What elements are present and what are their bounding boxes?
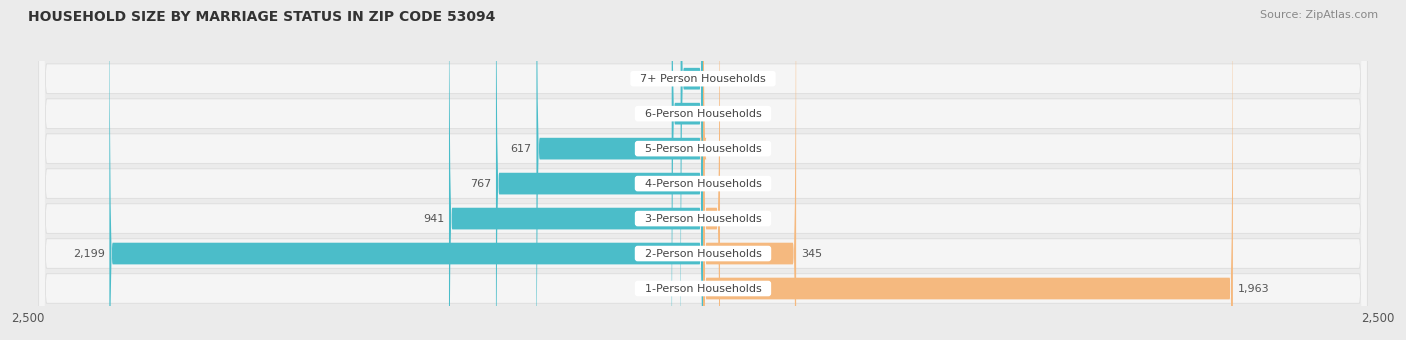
- FancyBboxPatch shape: [681, 0, 703, 340]
- FancyBboxPatch shape: [110, 0, 703, 340]
- Text: 941: 941: [423, 214, 444, 224]
- Text: 767: 767: [470, 178, 491, 189]
- Text: 3-Person Households: 3-Person Households: [638, 214, 768, 224]
- FancyBboxPatch shape: [38, 0, 1368, 340]
- Text: 5-Person Households: 5-Person Households: [638, 143, 768, 154]
- Text: HOUSEHOLD SIZE BY MARRIAGE STATUS IN ZIP CODE 53094: HOUSEHOLD SIZE BY MARRIAGE STATUS IN ZIP…: [28, 10, 495, 24]
- Text: 0: 0: [709, 109, 716, 119]
- FancyBboxPatch shape: [496, 0, 703, 340]
- FancyBboxPatch shape: [449, 0, 703, 340]
- Text: 83: 83: [662, 74, 676, 84]
- FancyBboxPatch shape: [703, 0, 720, 340]
- FancyBboxPatch shape: [38, 0, 1368, 340]
- Text: 0: 0: [709, 178, 716, 189]
- FancyBboxPatch shape: [39, 0, 1367, 340]
- Text: 2,199: 2,199: [73, 249, 104, 258]
- Text: 2-Person Households: 2-Person Households: [637, 249, 769, 258]
- Text: 345: 345: [801, 249, 823, 258]
- Text: 4-Person Households: 4-Person Households: [637, 178, 769, 189]
- FancyBboxPatch shape: [537, 0, 703, 340]
- FancyBboxPatch shape: [38, 0, 1368, 340]
- Text: Source: ZipAtlas.com: Source: ZipAtlas.com: [1260, 10, 1378, 20]
- FancyBboxPatch shape: [39, 0, 1367, 340]
- FancyBboxPatch shape: [672, 0, 703, 340]
- FancyBboxPatch shape: [38, 0, 1368, 340]
- Text: 63: 63: [725, 214, 740, 224]
- Text: 7+ Person Households: 7+ Person Households: [633, 74, 773, 84]
- Text: 6-Person Households: 6-Person Households: [638, 109, 768, 119]
- FancyBboxPatch shape: [703, 0, 1233, 340]
- FancyBboxPatch shape: [38, 0, 1368, 340]
- Text: 617: 617: [510, 143, 531, 154]
- Text: 0: 0: [709, 74, 716, 84]
- FancyBboxPatch shape: [39, 0, 1367, 340]
- Text: 116: 116: [645, 109, 666, 119]
- FancyBboxPatch shape: [700, 0, 706, 340]
- FancyBboxPatch shape: [39, 0, 1367, 340]
- FancyBboxPatch shape: [38, 0, 1368, 340]
- FancyBboxPatch shape: [39, 0, 1367, 340]
- FancyBboxPatch shape: [703, 0, 796, 340]
- FancyBboxPatch shape: [39, 0, 1367, 340]
- FancyBboxPatch shape: [39, 0, 1367, 340]
- Text: 1,963: 1,963: [1237, 284, 1270, 293]
- Text: 1-Person Households: 1-Person Households: [638, 284, 768, 293]
- Text: 2: 2: [709, 143, 716, 154]
- FancyBboxPatch shape: [38, 0, 1368, 340]
